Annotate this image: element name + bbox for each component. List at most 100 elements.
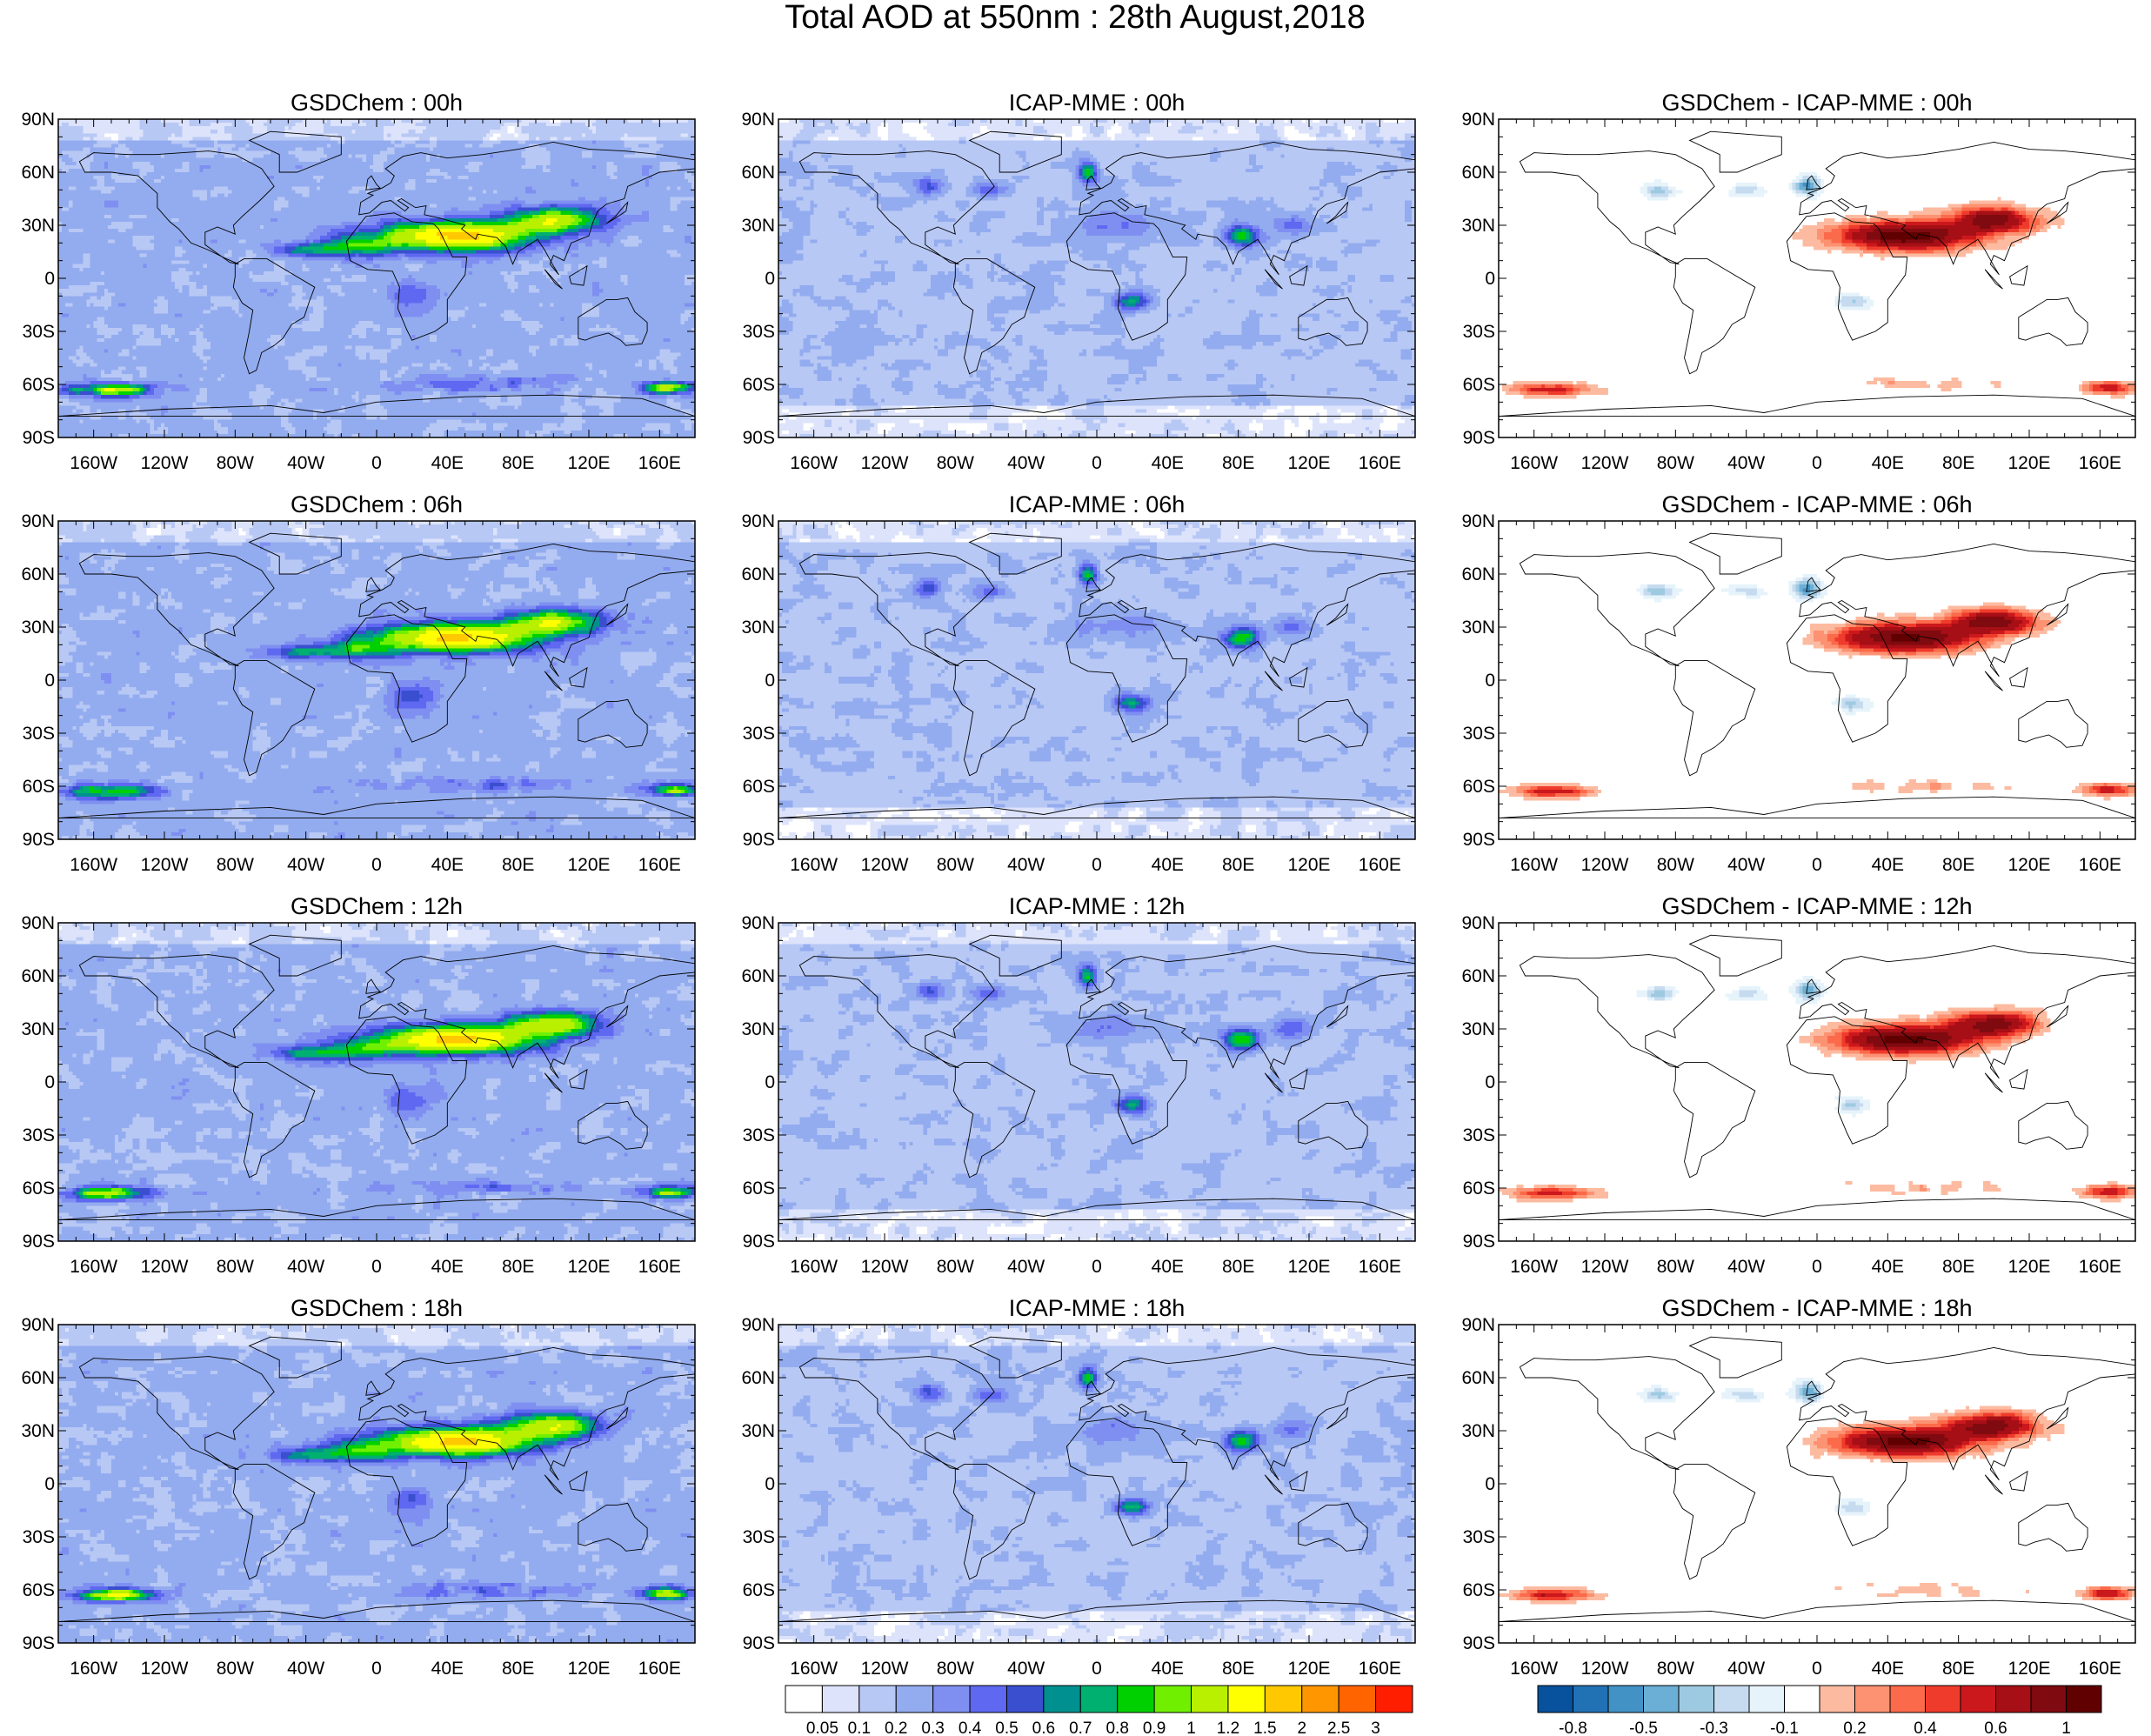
longitude-tick-label: 120E [2007, 855, 2050, 875]
longitude-tick-label: 120E [2007, 453, 2050, 473]
longitude-tick-label: 160E [2079, 1659, 2121, 1679]
longitude-tick-label: 80E [1942, 1659, 1974, 1679]
longitude-tick-label: 80W [1657, 1257, 1694, 1277]
aod-colorbar-label: 0.7 [1069, 1719, 1092, 1736]
difference-colorbar-swatch [1607, 1685, 1644, 1713]
longitude-tick-label: 0 [371, 855, 382, 875]
longitude-tick-label: 80E [1222, 1257, 1254, 1277]
latitude-tick-label: 30N [741, 216, 775, 236]
latitude-tick-label: 90S [743, 1232, 775, 1252]
longitude-tick-label: 160W [70, 453, 117, 473]
longitude-tick-label: 160W [1510, 1659, 1558, 1679]
aod-field-raster [778, 1325, 1415, 1643]
longitude-tick-label: 160W [70, 855, 117, 875]
longitude-tick-label: 40W [1727, 1257, 1765, 1277]
aod-colorbar-label: 0.5 [995, 1719, 1018, 1736]
map-panel: ICAP-MME : 06h 90N 60N 30N 0 30S 60S 90S 160W 120… [741, 491, 1416, 875]
latitude-tick-label: 0 [1485, 1072, 1495, 1092]
longitude-tick-label: 80E [502, 1659, 534, 1679]
panel-title: GSDChem - ICAP-MME : 12h [1661, 893, 1972, 919]
latitude-tick-label: 90S [1463, 428, 1495, 448]
latitude-tick-label: 90S [23, 428, 55, 448]
longitude-tick-label: 40E [1152, 1257, 1184, 1277]
aod-colorbar-swatch [969, 1685, 1007, 1713]
latitude-tick-label: 30S [743, 1125, 775, 1145]
longitude-tick-label: 120E [567, 453, 610, 473]
difference-colorbar-label: -0.5 [1629, 1719, 1658, 1736]
longitude-tick-label: 80W [217, 1257, 254, 1277]
difference-colorbar-label: 0.6 [1984, 1719, 2007, 1736]
latitude-tick-label: 0 [765, 671, 775, 691]
longitude-tick-label: 120E [1287, 855, 1330, 875]
longitude-tick-label: 40W [287, 855, 324, 875]
difference-colorbar-swatch [1678, 1685, 1714, 1713]
aod-colorbar-label: 0.1 [848, 1719, 871, 1736]
coastlines [1499, 1336, 2135, 1623]
longitude-tick-label: 160E [1359, 1257, 1401, 1277]
difference-colorbar-swatch [2066, 1685, 2102, 1713]
latitude-tick-label: 30S [1463, 1527, 1495, 1547]
latitude-tick-label: 60S [743, 375, 775, 395]
coastlines [58, 1336, 695, 1623]
aod-field-raster [778, 119, 1415, 437]
aod-colorbar-label: 0.05 [806, 1719, 838, 1736]
latitude-tick-label: 60N [1461, 163, 1495, 183]
latitude-tick-label: 60S [1463, 1580, 1495, 1600]
aod-colorbar-swatch [821, 1685, 860, 1713]
longitude-tick-label: 80W [937, 855, 974, 875]
longitude-tick-label: 160W [70, 1659, 117, 1679]
aod-colorbar-label: 1.5 [1253, 1719, 1276, 1736]
longitude-tick-label: 120E [567, 1257, 610, 1277]
longitude-tick-label: 40E [1152, 855, 1184, 875]
latitude-tick-label: 60N [1461, 1368, 1495, 1388]
latitude-tick-label: 60S [743, 777, 775, 797]
longitude-tick-label: 40E [1872, 1257, 1904, 1277]
longitude-tick-label: 80E [502, 453, 534, 473]
latitude-tick-label: 30S [23, 1527, 55, 1547]
difference-colorbar-swatch [1925, 1685, 1961, 1713]
longitude-tick-label: 160E [2079, 453, 2121, 473]
longitude-tick-label: 80W [1657, 1659, 1694, 1679]
latitude-tick-label: 90S [1463, 1232, 1495, 1252]
latitude-tick-label: 0 [1485, 1474, 1495, 1494]
aod-field-raster [778, 923, 1415, 1241]
latitude-tick-label: 60S [23, 777, 55, 797]
longitude-tick-label: 80W [937, 1257, 974, 1277]
longitude-tick-label: 40W [1727, 453, 1765, 473]
longitude-tick-label: 120W [1581, 453, 1629, 473]
longitude-tick-label: 80E [1942, 855, 1974, 875]
longitude-tick-label: 80W [937, 453, 974, 473]
longitude-tick-label: 40W [1007, 1257, 1045, 1277]
latitude-tick-label: 90S [23, 1633, 55, 1653]
latitude-tick-label: 30N [741, 1019, 775, 1039]
longitude-tick-label: 0 [371, 1257, 382, 1277]
longitude-tick-label: 0 [1092, 855, 1102, 875]
longitude-tick-label: 160E [2079, 855, 2121, 875]
map-panel: GSDChem - ICAP-MME : 00h 90N 60N 30N 0 30S 60S… [1461, 90, 2136, 473]
latitude-tick-label: 0 [44, 671, 55, 691]
latitude-tick-label: 0 [44, 269, 55, 289]
longitude-tick-label: 160W [1510, 855, 1558, 875]
map-panel: ICAP-MME : 18h 90N 60N 30N 0 30S 60S 90S 160W 120… [741, 1295, 1416, 1679]
longitude-tick-label: 40E [431, 1659, 464, 1679]
panel-title: GSDChem - ICAP-MME : 00h [1661, 90, 1972, 116]
aod-field-raster [1499, 521, 2135, 839]
panel-title: ICAP-MME : 00h [1009, 90, 1186, 116]
difference-colorbar-swatch [1854, 1685, 1891, 1713]
latitude-tick-label: 90N [21, 1315, 55, 1335]
aod-colorbar-label: 0.9 [1143, 1719, 1166, 1736]
longitude-tick-label: 120E [567, 855, 610, 875]
longitude-tick-label: 0 [1812, 855, 1822, 875]
coastlines [1499, 934, 2135, 1221]
latitude-tick-label: 30N [21, 618, 55, 638]
latitude-tick-label: 90N [1461, 913, 1495, 933]
aod-colorbar-swatch [1301, 1685, 1339, 1713]
aod-colorbar-label: 2.5 [1327, 1719, 1350, 1736]
longitude-tick-label: 120W [861, 1257, 909, 1277]
main-title: Total AOD at 550nm : 28th August,2018 [785, 0, 1366, 36]
aod-colorbar-swatch [1079, 1685, 1119, 1713]
aod-field-raster [58, 521, 695, 839]
longitude-tick-label: 0 [1812, 453, 1822, 473]
coastlines [778, 1336, 1415, 1623]
longitude-tick-label: 120E [1287, 1257, 1330, 1277]
